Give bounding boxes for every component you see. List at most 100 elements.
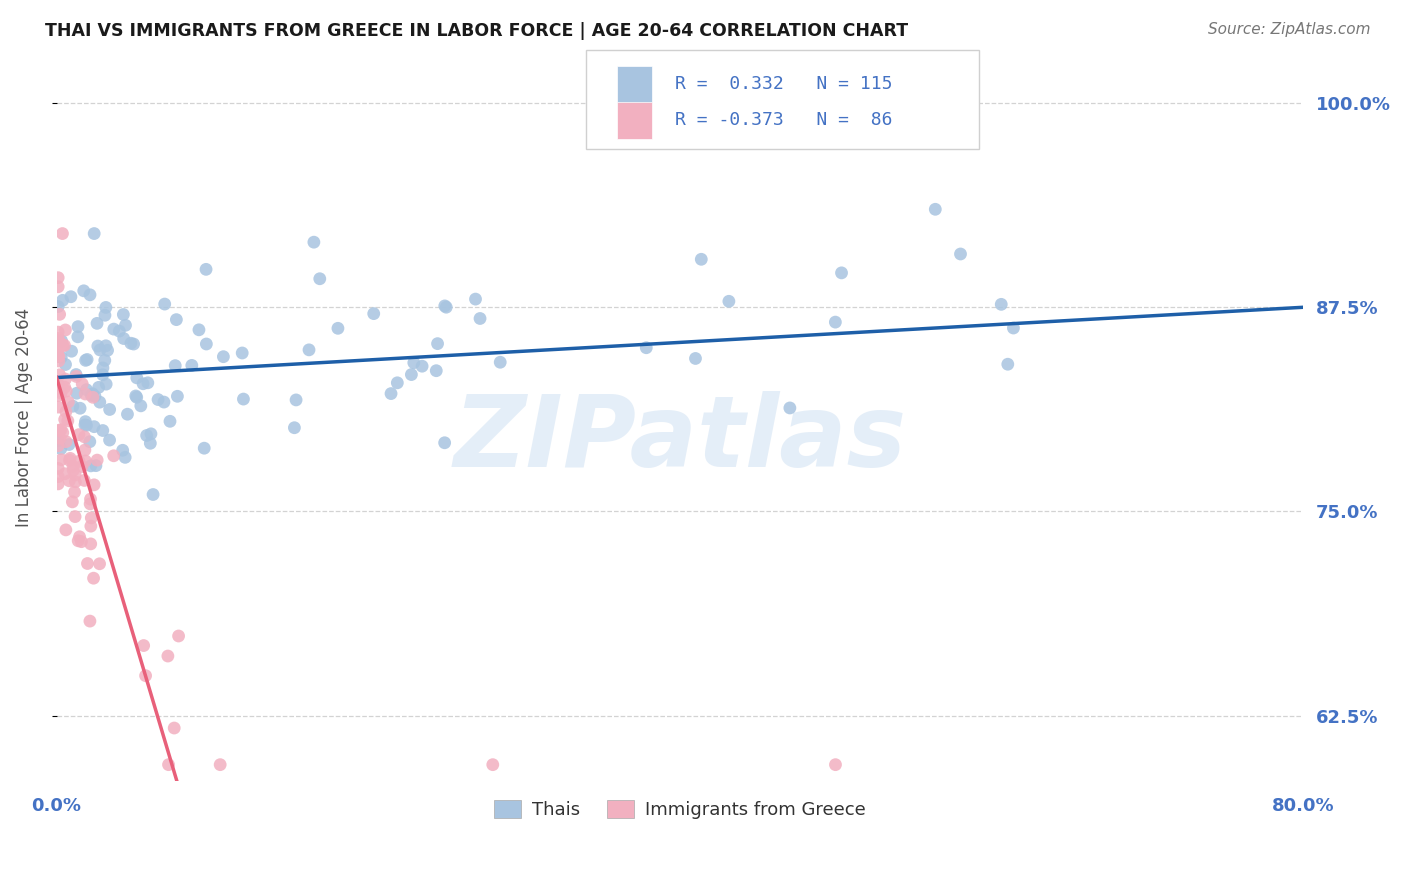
- Point: [283, 421, 305, 435]
- Point: [135, 668, 157, 682]
- Point: [433, 299, 456, 313]
- Point: [55, 405, 77, 419]
- Point: [112, 308, 135, 322]
- Point: [70, 534, 93, 549]
- Point: [53, 338, 76, 352]
- Point: [153, 297, 176, 311]
- Point: [79, 614, 101, 628]
- Point: [76, 557, 98, 571]
- Point: [66, 330, 89, 344]
- Point: [46, 461, 69, 475]
- Point: [76, 352, 98, 367]
- Point: [193, 441, 215, 455]
- Point: [97, 343, 120, 358]
- Point: [51, 452, 73, 467]
- Point: [67, 454, 90, 468]
- Point: [91, 424, 114, 438]
- Point: [60, 495, 83, 509]
- FancyBboxPatch shape: [586, 51, 979, 149]
- Point: [62, 463, 84, 477]
- Point: [129, 399, 152, 413]
- Point: [997, 357, 1019, 371]
- Point: [180, 359, 202, 373]
- Point: [91, 368, 114, 382]
- Point: [79, 434, 101, 449]
- Point: [136, 376, 159, 390]
- Point: [114, 450, 136, 465]
- Point: [82, 390, 104, 404]
- Point: [464, 292, 486, 306]
- Point: [46, 377, 69, 392]
- Point: [83, 571, 105, 585]
- Point: [212, 350, 235, 364]
- Point: [308, 271, 330, 285]
- Point: [434, 300, 457, 314]
- Point: [76, 383, 98, 397]
- Point: [70, 459, 93, 474]
- Point: [51, 334, 73, 348]
- Point: [46, 339, 69, 353]
- Point: [46, 279, 69, 293]
- Point: [990, 297, 1012, 311]
- Point: [51, 337, 73, 351]
- Point: [49, 386, 72, 401]
- Point: [46, 331, 69, 345]
- Point: [65, 369, 87, 384]
- Point: [46, 469, 69, 483]
- Point: [63, 509, 86, 524]
- Point: [82, 386, 104, 401]
- Point: [51, 351, 73, 365]
- Point: [51, 227, 73, 241]
- Point: [135, 428, 157, 442]
- Point: [58, 474, 80, 488]
- Point: [132, 376, 155, 391]
- Point: [232, 392, 254, 406]
- Point: [53, 467, 76, 481]
- Point: [86, 317, 108, 331]
- Point: [209, 757, 232, 772]
- Point: [46, 439, 69, 453]
- Point: [94, 353, 117, 368]
- Point: [163, 721, 186, 735]
- Point: [79, 497, 101, 511]
- Point: [165, 359, 187, 373]
- Point: [685, 351, 707, 366]
- Point: [46, 349, 69, 363]
- Point: [83, 389, 105, 403]
- Point: [62, 399, 84, 413]
- Point: [302, 235, 325, 249]
- Point: [285, 392, 308, 407]
- Text: THAI VS IMMIGRANTS FROM GREECE IN LABOR FORCE | AGE 20-64 CORRELATION CHART: THAI VS IMMIGRANTS FROM GREECE IN LABOR …: [45, 22, 908, 40]
- FancyBboxPatch shape: [617, 102, 652, 139]
- Point: [52, 293, 75, 308]
- Point: [46, 476, 69, 491]
- Point: [53, 380, 76, 394]
- Point: [73, 430, 96, 444]
- Point: [75, 415, 97, 429]
- Point: [49, 431, 72, 445]
- Point: [89, 557, 111, 571]
- Point: [48, 307, 70, 321]
- Point: [779, 401, 801, 415]
- Point: [46, 388, 69, 402]
- Point: [58, 395, 80, 409]
- Point: [122, 337, 145, 351]
- Point: [98, 433, 121, 447]
- Point: [824, 757, 846, 772]
- Point: [48, 383, 70, 397]
- Point: [48, 368, 70, 382]
- Point: [195, 337, 218, 351]
- Point: [139, 426, 162, 441]
- Point: [65, 368, 87, 382]
- Point: [48, 423, 70, 437]
- Point: [380, 386, 402, 401]
- Point: [49, 442, 72, 456]
- Point: [96, 377, 118, 392]
- Point: [75, 387, 97, 401]
- Point: [79, 288, 101, 302]
- Point: [114, 318, 136, 333]
- Point: [824, 315, 846, 329]
- Text: Source: ZipAtlas.com: Source: ZipAtlas.com: [1208, 22, 1371, 37]
- Point: [62, 459, 84, 474]
- Point: [159, 414, 181, 428]
